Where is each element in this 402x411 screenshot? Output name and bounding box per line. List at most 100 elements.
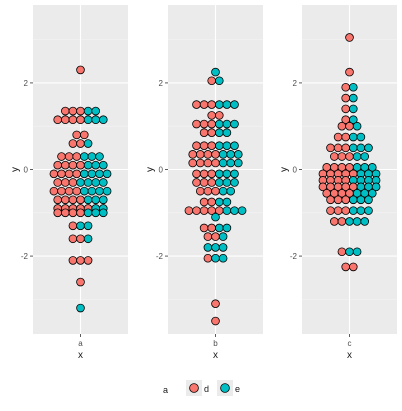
dot-e — [215, 119, 224, 129]
dot-e — [348, 82, 358, 92]
dot-d — [199, 197, 209, 207]
dot-d — [57, 152, 66, 161]
dot-e — [348, 115, 358, 125]
dot-d — [203, 186, 213, 196]
dot-d — [83, 256, 93, 265]
dot-e — [83, 208, 93, 218]
dot-d — [192, 141, 201, 150]
dot-d — [76, 195, 85, 205]
dot-d — [61, 195, 70, 205]
dot-e — [203, 243, 213, 252]
y-tick-label: 2 — [24, 79, 29, 88]
dot-e — [234, 158, 243, 168]
dot-e — [99, 178, 108, 187]
dot-e — [102, 186, 112, 196]
dot-d — [337, 121, 347, 131]
dot-e — [222, 169, 232, 179]
dot-e — [222, 223, 232, 233]
dot-d — [207, 76, 217, 86]
dot-d — [211, 150, 220, 159]
dot-e — [348, 132, 358, 142]
dot-e — [230, 169, 239, 179]
y-tick-label: 2 — [293, 79, 298, 88]
dot-d — [215, 111, 224, 120]
dot-e — [83, 178, 93, 187]
dot-d — [211, 232, 220, 241]
x-tick-label: a — [78, 339, 83, 348]
dot-d — [326, 206, 335, 215]
dot-d — [207, 197, 217, 207]
dot-d — [49, 186, 59, 196]
dot-e — [356, 206, 366, 215]
dot-e — [211, 253, 220, 263]
dot-e — [356, 132, 366, 142]
dot-d — [188, 158, 198, 168]
dot-e — [218, 253, 228, 263]
dot-d — [53, 115, 62, 125]
dot-d — [196, 158, 205, 168]
dot-d — [199, 119, 209, 129]
dot-e — [364, 206, 373, 215]
dot-d — [192, 119, 201, 129]
dot-e — [230, 141, 239, 150]
dot-d — [207, 111, 217, 120]
dot-e — [218, 232, 228, 241]
dot-d — [53, 195, 62, 205]
dot-e — [230, 100, 239, 109]
dot-e — [87, 169, 97, 179]
dot-e — [364, 143, 373, 153]
dot-e — [91, 160, 100, 170]
dot-e — [215, 100, 224, 109]
dot-e — [211, 243, 220, 252]
dot-d — [76, 160, 85, 170]
y-tick-label: 0 — [293, 166, 298, 175]
dot-d — [76, 256, 85, 265]
dot-d — [348, 262, 358, 272]
dot-e — [222, 178, 232, 187]
dot-d — [68, 106, 78, 116]
dot-d — [64, 169, 74, 179]
dot-d — [203, 253, 213, 263]
dot-e — [83, 115, 93, 125]
dot-d — [61, 208, 70, 218]
dot-e — [91, 178, 100, 187]
dot-d — [207, 119, 217, 129]
dot-d — [68, 256, 78, 265]
dot-d — [207, 100, 217, 109]
dot-e — [352, 247, 362, 257]
legend-dot-d — [189, 383, 199, 393]
dot-e — [218, 186, 228, 196]
dot-e — [226, 186, 236, 196]
y-tick-label: 0 — [24, 166, 29, 175]
dot-d — [76, 115, 85, 125]
dot-d — [341, 132, 351, 142]
dot-e — [83, 139, 93, 148]
dot-d — [211, 316, 220, 326]
dot-d — [196, 186, 205, 196]
dot-e — [348, 104, 358, 114]
dot-d — [61, 160, 70, 170]
x-axis-title: x — [78, 350, 83, 361]
dot-d — [337, 217, 347, 226]
dot-d — [57, 169, 66, 179]
legend-title: a — [163, 385, 168, 395]
y-axis-title: y — [10, 167, 21, 172]
x-tick-label: b — [213, 339, 218, 348]
dot-e — [211, 67, 220, 77]
dot-e — [230, 119, 239, 129]
dot-e — [215, 141, 224, 150]
dot-e — [222, 206, 232, 215]
dot-d — [333, 143, 343, 153]
dot-e — [91, 195, 100, 205]
dot-d — [337, 247, 347, 257]
dot-d — [68, 195, 78, 205]
dot-e — [215, 128, 224, 138]
dot-e — [211, 212, 220, 222]
dot-d — [333, 132, 343, 142]
dot-e — [226, 158, 236, 168]
dot-d — [72, 130, 81, 140]
dot-d — [72, 169, 81, 179]
dot-e — [95, 186, 104, 196]
